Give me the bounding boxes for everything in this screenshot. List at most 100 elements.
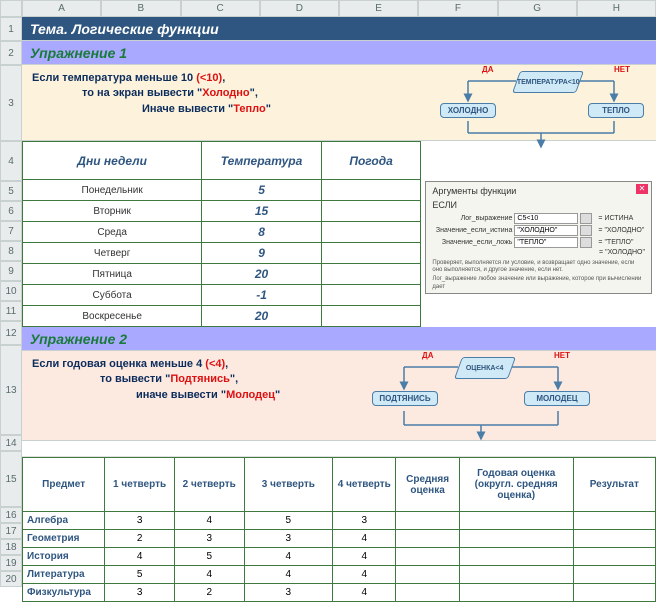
row-header[interactable]: 1 (0, 17, 22, 41)
flow-label-yes: ДА (482, 65, 493, 74)
function-arguments-dialog[interactable]: ✕ Аргументы функции ЕСЛИ Лог_выражениеC5… (425, 181, 652, 294)
value-true: Холодно (202, 87, 249, 99)
row-header[interactable]: 14 (0, 435, 22, 451)
value-false: Тепло (233, 103, 266, 115)
table-row: Вторник15 (23, 201, 421, 222)
col-result[interactable]: Результат (573, 458, 655, 512)
arg-label: Лог_выражение (432, 215, 512, 222)
row-header[interactable]: 16 (0, 507, 22, 523)
col-header[interactable]: C (181, 0, 260, 17)
corner-cell (0, 0, 22, 17)
table-row: Литература5444 (23, 566, 656, 584)
col-weather[interactable]: Погода (321, 142, 421, 180)
row-header[interactable]: 13 (0, 345, 22, 435)
flow-condition: ОЦЕНКА<4 (454, 357, 516, 379)
result-eval: = "ХОЛОДНО" (599, 249, 645, 256)
table-row: Понедельник5 (23, 180, 421, 201)
col-subject[interactable]: Предмет (23, 458, 105, 512)
col-header[interactable]: H (577, 0, 656, 17)
text: Если температура меньше 10 (32, 72, 196, 84)
close-icon[interactable]: ✕ (636, 184, 648, 194)
col-header[interactable]: E (339, 0, 418, 17)
text: , (222, 72, 225, 84)
flowchart-ex2: ДА НЕТ ОЦЕНКА<4 ПОДТЯНИСЬ МОЛОДЕЦ (366, 353, 596, 437)
arg-eval: = "ХОЛОДНО" (598, 227, 644, 234)
exercise-1-header: Упражнение 1 (22, 41, 656, 65)
condition-text: (<4) (205, 358, 225, 370)
row-header[interactable]: 5 (0, 181, 22, 201)
arg-label: Значение_если_истина (432, 227, 512, 234)
table-row: Среда8 (23, 222, 421, 243)
arg-eval: = "ТЕПЛО" (598, 239, 633, 246)
flow-condition: ТЕМПЕРАТУРА<10 (512, 71, 584, 93)
row-header[interactable]: 9 (0, 261, 22, 281)
col-q1[interactable]: 1 четверть (105, 458, 175, 512)
row-header[interactable]: 6 (0, 201, 22, 221)
row-header[interactable]: 11 (0, 301, 22, 321)
row-header[interactable]: 8 (0, 241, 22, 261)
arg-input[interactable]: "ТЕПЛО" (514, 237, 578, 248)
row-header[interactable]: 2 (0, 41, 22, 65)
exercise-1-description: Если температура меньше 10 (<10), то на … (22, 65, 656, 141)
col-header[interactable]: G (498, 0, 577, 17)
row-header[interactable]: 12 (0, 321, 22, 345)
flow-label-yes: ДА (422, 351, 433, 360)
table-row: Геометрия2334 (23, 530, 656, 548)
text: ", (250, 87, 258, 99)
text: иначе вывести " (136, 389, 226, 401)
dialog-note: Проверяет, выполняется ли условие, и воз… (432, 260, 645, 274)
table-ex1[interactable]: Дни недели Температура Погода Понедельни… (22, 141, 421, 327)
condition-text: (<10) (196, 72, 222, 84)
dialog-note: Лог_выражение любое значение или выражен… (432, 276, 645, 290)
spreadsheet-grid: A B C D E F G H 1 2 3 4 5 6 7 8 9 10 11 … (0, 0, 656, 602)
row-header[interactable]: 18 (0, 539, 22, 555)
text: Иначе вывести " (142, 103, 233, 115)
text: то вывести " (100, 373, 170, 385)
table-row: Четверг9 (23, 243, 421, 264)
table-ex2[interactable]: Предмет 1 четверть 2 четверть 3 четверть… (22, 457, 656, 602)
table-row: Пятница20 (23, 264, 421, 285)
table-row: Воскресенье20 (23, 306, 421, 327)
flow-result-right: МОЛОДЕЦ (524, 391, 590, 406)
range-picker-icon[interactable] (580, 237, 592, 248)
row-header[interactable]: 20 (0, 571, 22, 587)
text: " (266, 103, 271, 115)
flow-result-left: ПОДТЯНИСЬ (372, 391, 438, 406)
flowchart-ex1: ДА НЕТ ТЕМПЕРАТУРА<10 ХОЛОДНО ТЕПЛО (430, 67, 650, 137)
col-q3[interactable]: 3 четверть (244, 458, 333, 512)
table-row: Физкультура3234 (23, 584, 656, 602)
function-name: ЕСЛИ (432, 200, 645, 210)
col-avg[interactable]: Средняя оценка (396, 458, 459, 512)
col-header[interactable]: D (260, 0, 339, 17)
text: ", (230, 373, 238, 385)
text: , (225, 358, 228, 370)
col-header[interactable]: F (418, 0, 497, 17)
arg-input[interactable]: C5<10 (514, 213, 578, 224)
spacer-row (22, 441, 656, 457)
row-header[interactable]: 7 (0, 221, 22, 241)
col-header[interactable]: A (22, 0, 101, 17)
col-year[interactable]: Годовая оценка (округл. средняя оценка) (459, 458, 573, 512)
arg-input[interactable]: "ХОЛОДНО" (514, 225, 578, 236)
range-picker-icon[interactable] (580, 213, 592, 224)
col-q2[interactable]: 2 четверть (174, 458, 244, 512)
exercise-2-description: Если годовая оценка меньше 4 (<4), то вы… (22, 351, 656, 441)
col-temp[interactable]: Температура (202, 142, 322, 180)
table-row: История4544 (23, 548, 656, 566)
text: " (275, 389, 280, 401)
col-header[interactable]: B (101, 0, 180, 17)
exercise-2-header: Упражнение 2 (22, 327, 656, 351)
row-header[interactable]: 10 (0, 281, 22, 301)
row-header[interactable]: 3 (0, 65, 22, 141)
col-q4[interactable]: 4 четверть (333, 458, 396, 512)
flow-label-no: НЕТ (614, 65, 630, 74)
table-row: Алгебра3453 (23, 512, 656, 530)
text: то на экран вывести " (82, 87, 202, 99)
col-days[interactable]: Дни недели (23, 142, 202, 180)
row-header[interactable]: 4 (0, 141, 22, 181)
table-row: Суббота-1 (23, 285, 421, 306)
row-header[interactable]: 15 (0, 451, 22, 507)
range-picker-icon[interactable] (580, 225, 592, 236)
row-header[interactable]: 17 (0, 523, 22, 539)
row-header[interactable]: 19 (0, 555, 22, 571)
